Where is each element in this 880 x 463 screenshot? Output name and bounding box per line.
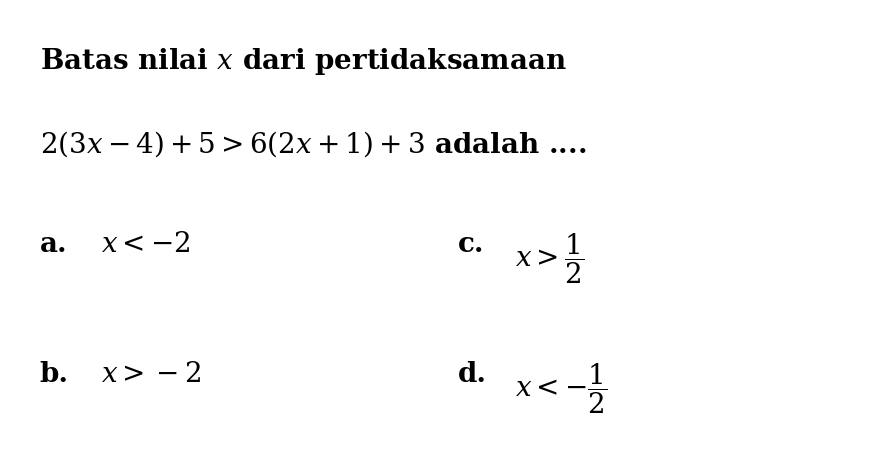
Text: $x > \dfrac{1}{2}$: $x > \dfrac{1}{2}$ xyxy=(515,232,584,286)
Text: $x < -\dfrac{1}{2}$: $x < -\dfrac{1}{2}$ xyxy=(515,361,607,416)
Text: Batas nilai $x$ dari pertidaksamaan: Batas nilai $x$ dari pertidaksamaan xyxy=(40,46,567,77)
Text: d.: d. xyxy=(458,361,487,388)
Text: $x > -2$: $x > -2$ xyxy=(101,361,202,388)
Text: b.: b. xyxy=(40,361,69,388)
Text: $2(3x-4)+5>6(2x+1)+3$ adalah ....: $2(3x-4)+5>6(2x+1)+3$ adalah .... xyxy=(40,130,586,159)
Text: a.: a. xyxy=(40,232,67,258)
Text: $x < -2$: $x < -2$ xyxy=(101,232,191,258)
Text: c.: c. xyxy=(458,232,484,258)
